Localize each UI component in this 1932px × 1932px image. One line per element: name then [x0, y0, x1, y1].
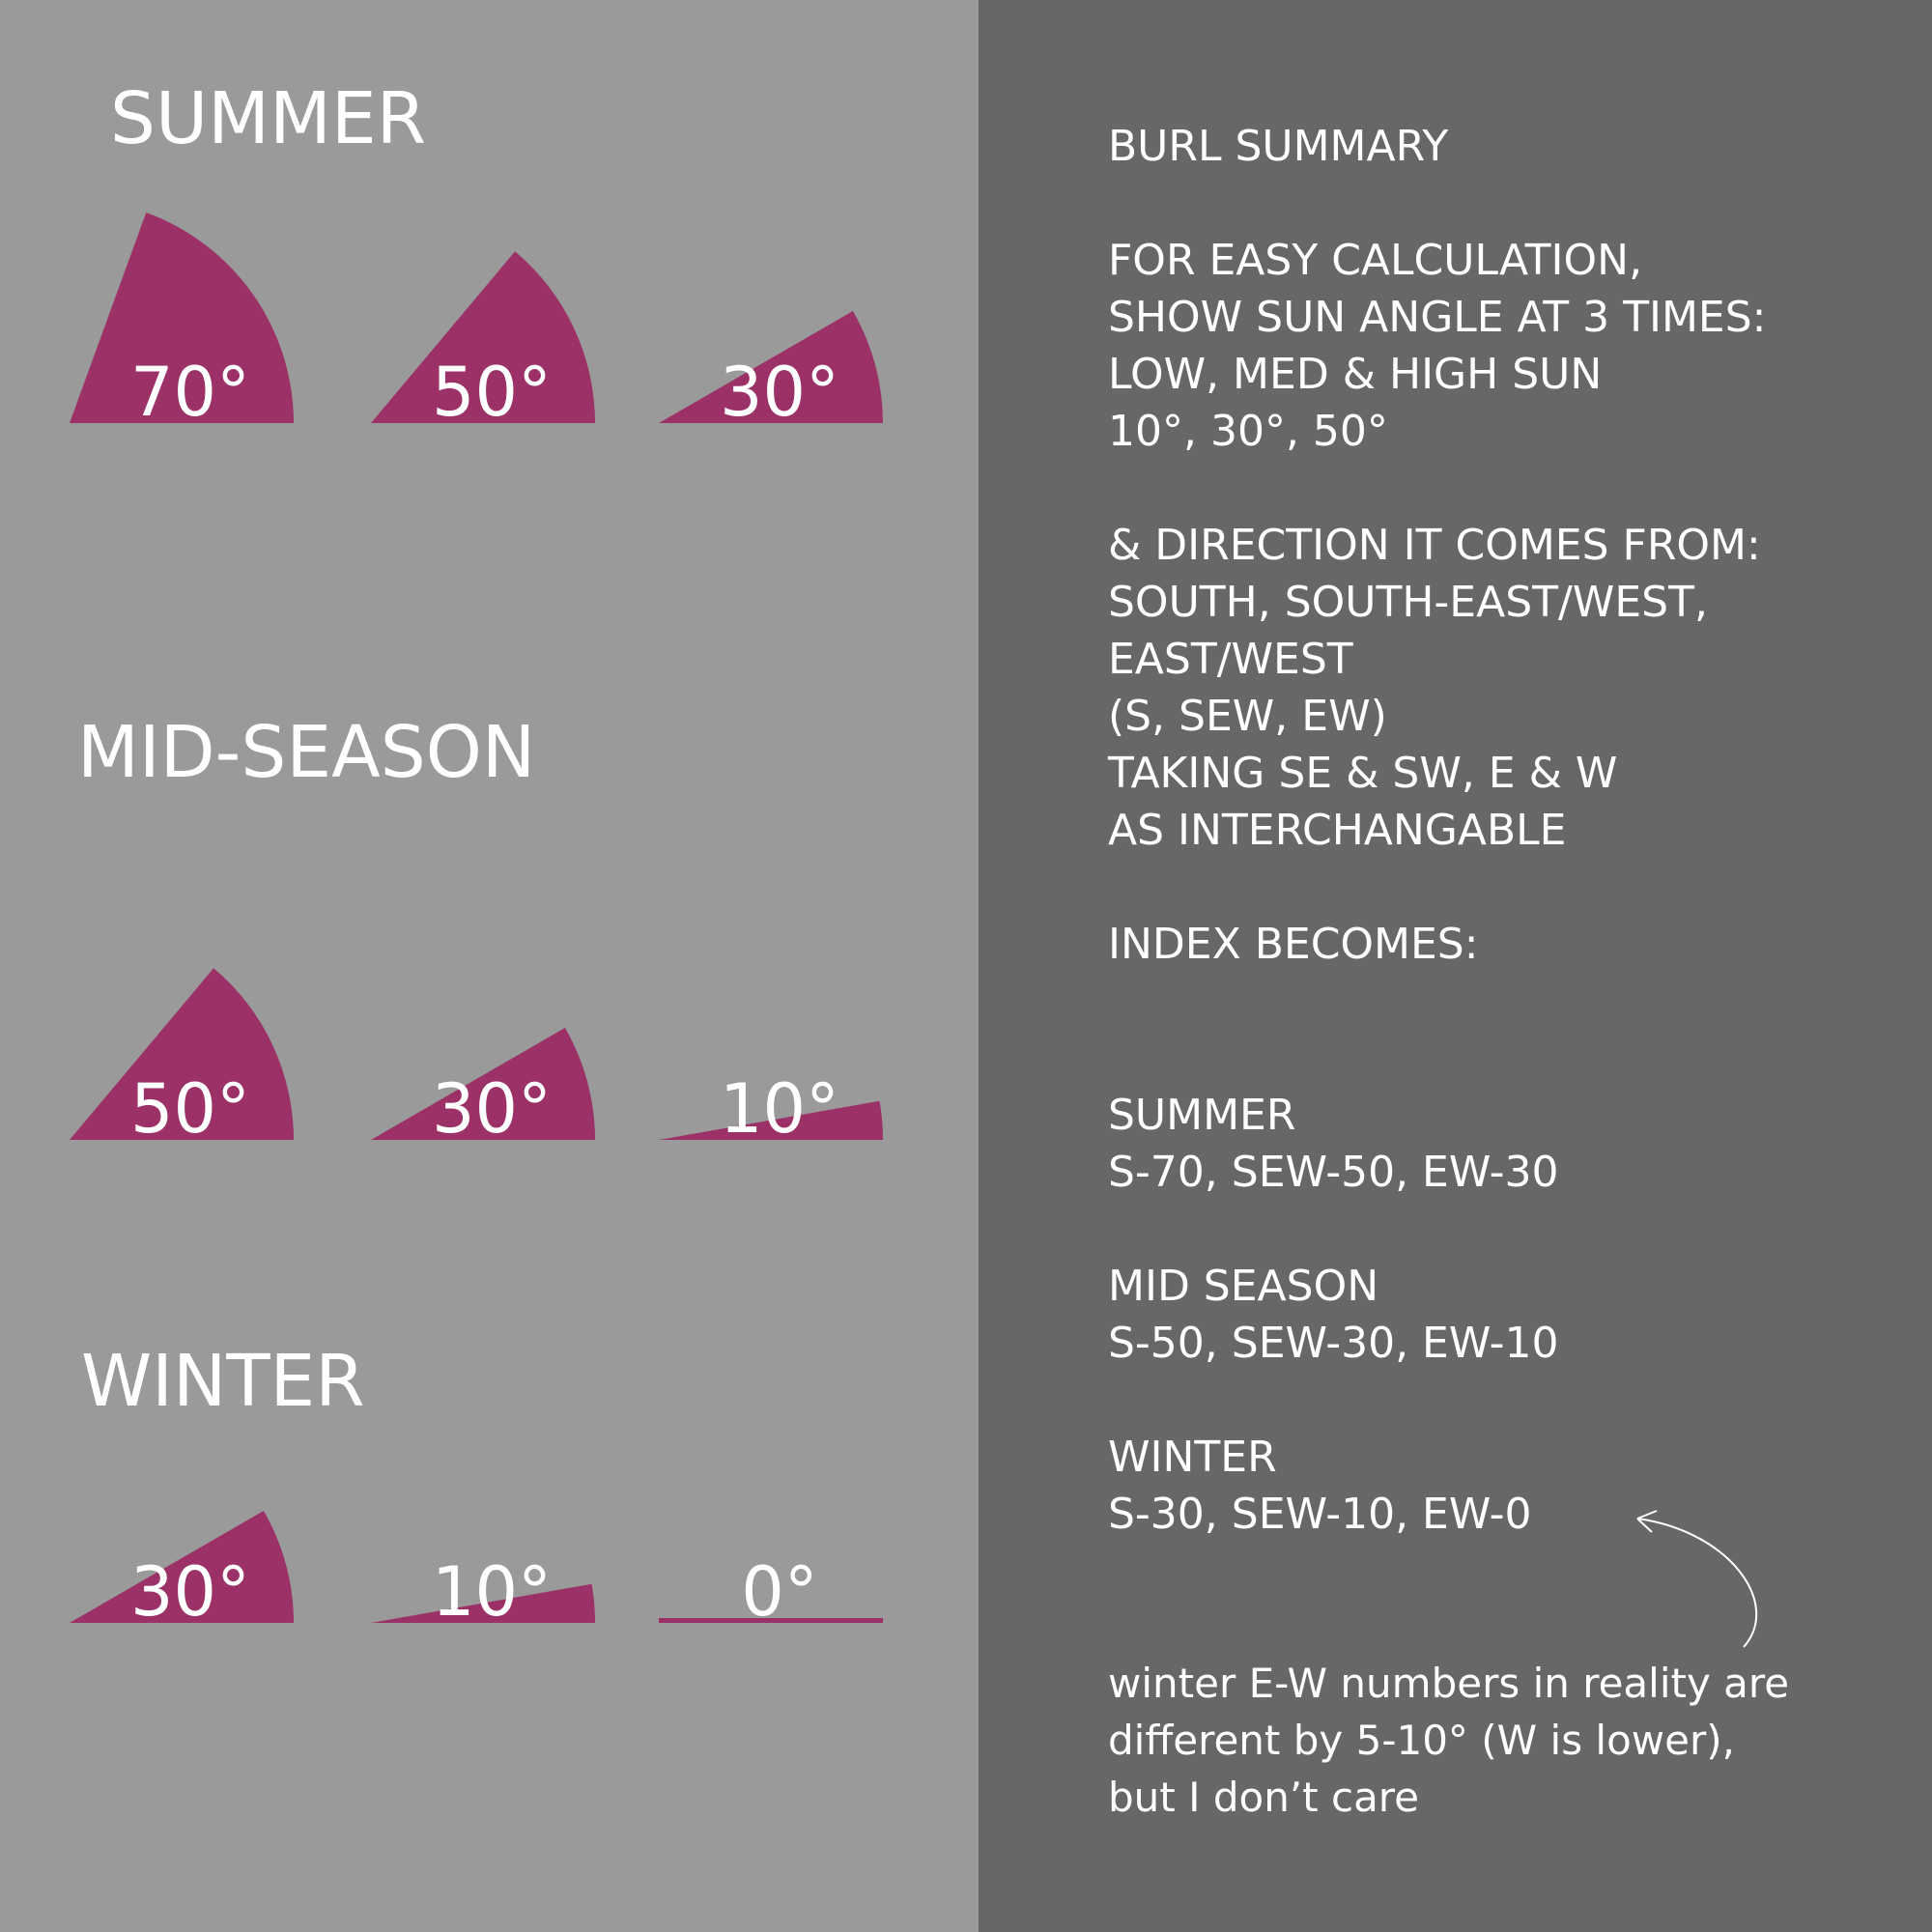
wedge-summer-30-shape: [659, 311, 883, 423]
wedge-winter-30-shape: [70, 1511, 294, 1623]
wedge-mid-season-30-label: 30°: [432, 1069, 552, 1149]
spacer: [1108, 175, 1910, 232]
wedge-mid-season-50-shape: [70, 968, 294, 1140]
sun-angle-wedges: 70° 50° 30° 50° 30° 10° 30° 10° 0°: [70, 213, 884, 1632]
direction-line: & DIRECTION IT COMES FROM:: [1108, 521, 1761, 570]
summary-panel: [979, 0, 1932, 1932]
wedge-winter-0-label: 0°: [741, 1552, 818, 1632]
wedge-winter-10-label: 10°: [432, 1552, 552, 1632]
wedge-mid-season-10-shape: [659, 1100, 884, 1140]
direction-line: AS INTERCHANGABLE: [1108, 806, 1567, 855]
intro-line: 10°, 30°, 50°: [1108, 407, 1388, 456]
intro-line: FOR EASY CALCULATION,: [1108, 236, 1643, 285]
index-season-summer: SUMMER: [1108, 1091, 1296, 1140]
wedge-summer-70-label: 70°: [130, 353, 250, 432]
wedge-summer-50-shape: [371, 251, 595, 423]
direction-line: EAST/WEST: [1108, 635, 1353, 684]
index-values-mid: S-50, SEW-30, EW-10: [1108, 1319, 1559, 1368]
wedge-winter-0-shape: [659, 1618, 883, 1623]
index-values-summer: S-70, SEW-50, EW-30: [1108, 1148, 1559, 1197]
spacer: [1108, 859, 1910, 916]
wedge-mid-season-30-shape: [371, 1028, 595, 1140]
spacer: [1108, 973, 1910, 1087]
index-season-mid: MID SEASON: [1108, 1262, 1379, 1311]
spacer: [1108, 1201, 1910, 1258]
arrow-icon: [1636, 1510, 1758, 1648]
wedge-summer-70-shape: [70, 213, 294, 423]
wedge-summer-30-label: 30°: [720, 353, 839, 432]
sun-angle-panel: SUMMER MID-SEASON WINTER 70° 50° 30° 50° 30°…: [0, 0, 979, 1932]
direction-line: TAKING SE & SW, E & W: [1108, 749, 1618, 798]
intro-line: LOW, MED & HIGH SUN: [1108, 350, 1603, 399]
season-title-winter: WINTER: [81, 1340, 365, 1423]
intro-line: SHOW SUN ANGLE AT 3 TIMES:: [1108, 293, 1767, 342]
spacer: [1108, 1372, 1910, 1429]
season-title-mid-season: MID-SEASON: [77, 711, 536, 794]
direction-line: SOUTH, SOUTH-EAST/WEST,: [1108, 578, 1708, 627]
wedge-summer-50-label: 50°: [432, 353, 552, 432]
footnote-line: winter E-W numbers in reality are: [1108, 1660, 1790, 1707]
index-season-winter: WINTER: [1108, 1433, 1277, 1482]
direction-line: (S, SEW, EW): [1108, 692, 1387, 741]
season-title-summer: SUMMER: [110, 77, 427, 160]
footnote-line: but I don’t care: [1108, 1774, 1419, 1821]
index-heading: INDEX BECOMES:: [1108, 920, 1479, 969]
index-values-winter: S-30, SEW-10, EW-0: [1108, 1490, 1532, 1539]
spacer: [1108, 460, 1910, 517]
summary-heading: BURL SUMMARY: [1108, 122, 1449, 171]
summary-text: BURL SUMMARY FOR EASY CALCULATION, SHOW …: [1108, 118, 1910, 1543]
wedge-mid-season-10-label: 10°: [720, 1069, 839, 1149]
footnote-line: different by 5-10° (W is lower),: [1108, 1717, 1735, 1764]
wedge-winter-30-label: 30°: [130, 1552, 250, 1632]
footnote: winter E-W numbers in reality are differ…: [1108, 1655, 1789, 1826]
wedge-mid-season-50-label: 50°: [130, 1069, 250, 1149]
wedge-winter-10-shape: [371, 1583, 596, 1623]
